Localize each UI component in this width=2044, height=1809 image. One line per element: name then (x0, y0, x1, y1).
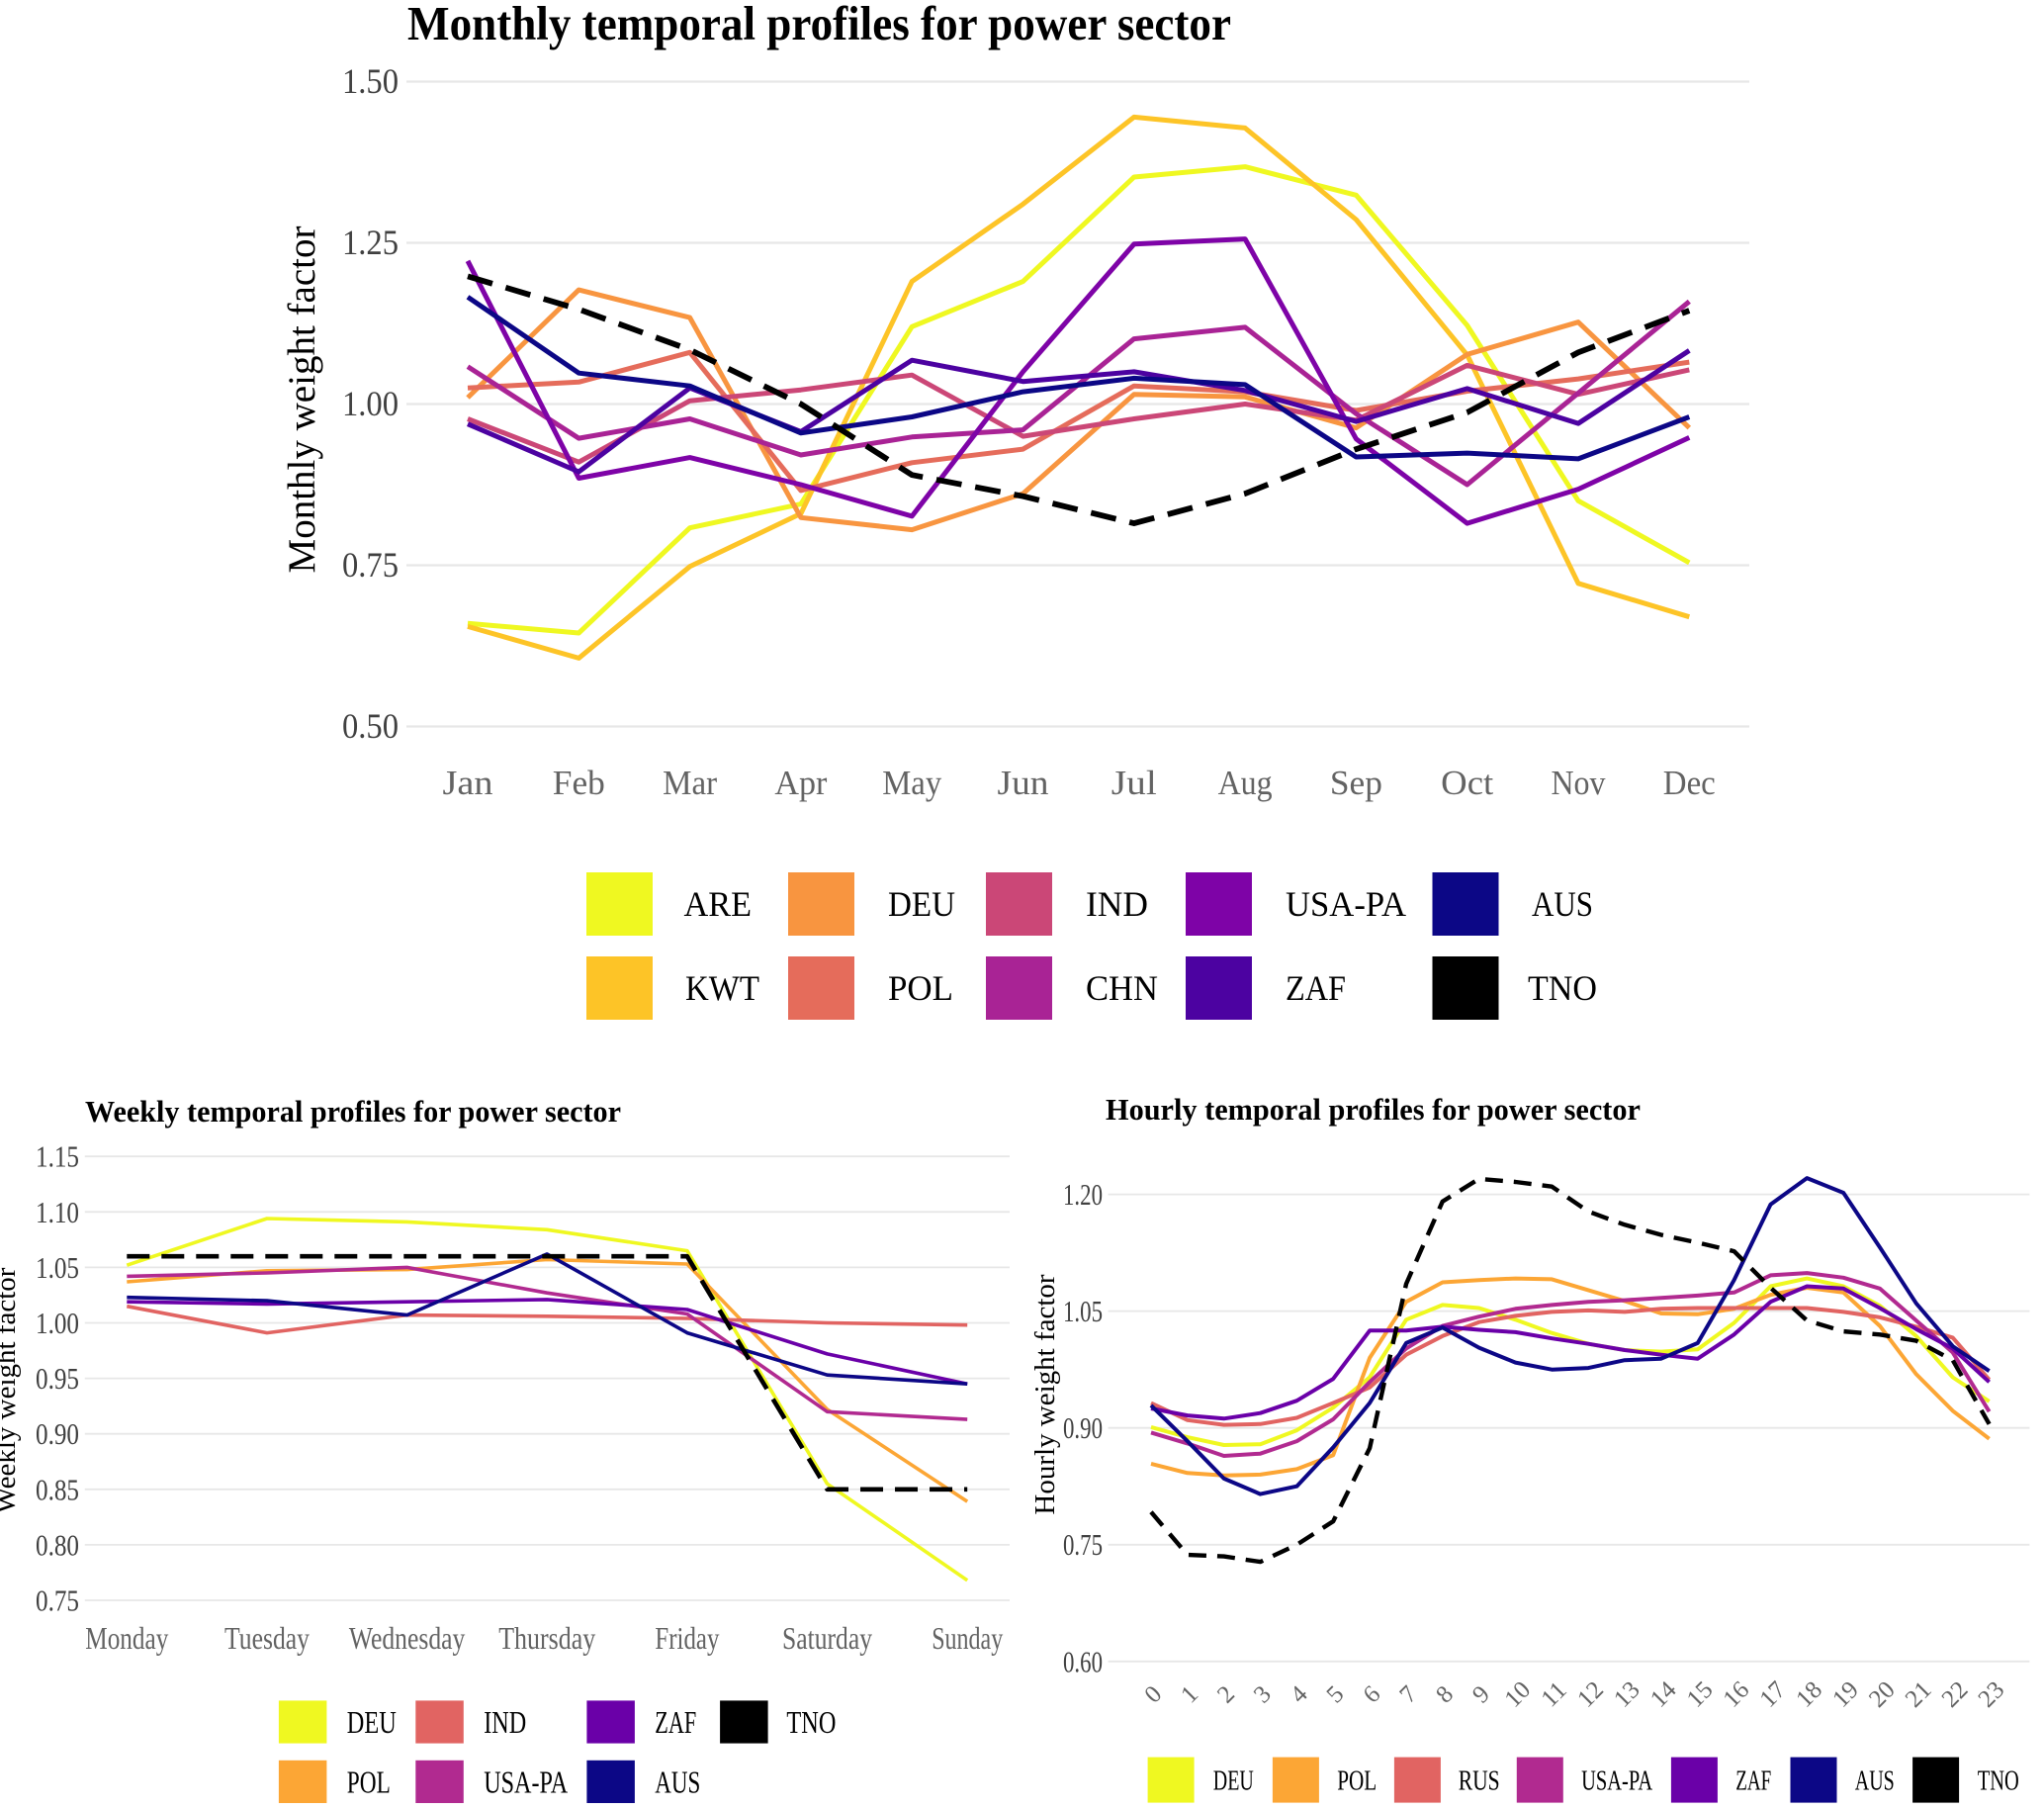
svg-text:ARE: ARE (684, 884, 753, 924)
svg-text:POL: POL (1337, 1765, 1377, 1797)
svg-text:AUS: AUS (1855, 1765, 1895, 1797)
svg-text:1.25: 1.25 (342, 223, 399, 262)
svg-text:ZAF: ZAF (1286, 968, 1346, 1008)
svg-text:Hourly temporal profiles for p: Hourly temporal profiles for power secto… (1106, 1092, 1641, 1127)
svg-text:IND: IND (484, 1704, 526, 1740)
svg-text:POL: POL (347, 1764, 391, 1799)
svg-text:0.75: 0.75 (1063, 1527, 1103, 1562)
svg-text:0.75: 0.75 (36, 1583, 79, 1618)
svg-text:0.95: 0.95 (36, 1361, 79, 1396)
svg-text:Sunday: Sunday (932, 1620, 1003, 1656)
svg-text:1.10: 1.10 (36, 1195, 79, 1229)
svg-text:Tuesday: Tuesday (224, 1620, 310, 1656)
svg-text:Hourly weight factor: Hourly weight factor (1029, 1274, 1061, 1515)
svg-text:USA-PA: USA-PA (1286, 884, 1406, 924)
svg-text:Jun: Jun (998, 764, 1049, 802)
svg-text:DEU: DEU (1213, 1765, 1254, 1797)
svg-text:Weekly weight factor: Weekly weight factor (0, 1267, 22, 1513)
svg-text:Saturday: Saturday (782, 1620, 872, 1656)
svg-text:Aug: Aug (1218, 764, 1273, 802)
svg-text:Monthly weight factor: Monthly weight factor (281, 226, 323, 574)
svg-text:1.05: 1.05 (1063, 1294, 1103, 1328)
svg-text:USA-PA: USA-PA (484, 1764, 568, 1799)
svg-text:Jul: Jul (1111, 764, 1157, 802)
svg-text:0.90: 0.90 (1063, 1410, 1103, 1445)
svg-text:1.50: 1.50 (342, 61, 399, 101)
svg-text:0.90: 0.90 (36, 1416, 79, 1451)
svg-text:Feb: Feb (553, 764, 605, 802)
svg-text:AUS: AUS (1532, 884, 1593, 924)
svg-text:TNO: TNO (1978, 1765, 2019, 1797)
svg-text:Mar: Mar (663, 764, 717, 802)
svg-text:ZAF: ZAF (1735, 1765, 1771, 1797)
svg-text:Apr: Apr (774, 764, 827, 802)
svg-text:0.80: 0.80 (36, 1527, 79, 1562)
svg-text:RUS: RUS (1459, 1765, 1500, 1797)
svg-text:Dec: Dec (1663, 764, 1716, 802)
svg-text:ZAF: ZAF (655, 1704, 696, 1740)
svg-text:0.60: 0.60 (1063, 1644, 1103, 1678)
svg-text:0.85: 0.85 (36, 1472, 79, 1506)
svg-text:1.15: 1.15 (36, 1139, 79, 1174)
svg-text:1.05: 1.05 (36, 1250, 79, 1285)
svg-text:IND: IND (1086, 884, 1148, 924)
svg-text:Monthly temporal profiles for: Monthly temporal profiles for power sect… (407, 0, 1231, 50)
svg-text:Wednesday: Wednesday (349, 1620, 466, 1656)
svg-text:Sep: Sep (1330, 764, 1382, 802)
svg-text:Thursday: Thursday (498, 1620, 595, 1656)
svg-text:1.20: 1.20 (1063, 1177, 1103, 1212)
svg-text:Oct: Oct (1441, 764, 1493, 802)
svg-text:AUS: AUS (655, 1764, 700, 1799)
svg-text:Nov: Nov (1552, 764, 1606, 802)
svg-text:Weekly temporal profiles for p: Weekly temporal profiles for power secto… (85, 1094, 621, 1129)
svg-text:DEU: DEU (347, 1704, 397, 1740)
svg-text:0.50: 0.50 (342, 706, 399, 746)
svg-text:Monday: Monday (85, 1620, 168, 1656)
svg-text:DEU: DEU (888, 884, 955, 924)
svg-text:Friday: Friday (655, 1620, 719, 1656)
svg-text:1.00: 1.00 (36, 1306, 79, 1340)
svg-text:TNO: TNO (786, 1704, 836, 1740)
svg-text:CHN: CHN (1086, 968, 1158, 1008)
svg-text:USA-PA: USA-PA (1581, 1765, 1652, 1797)
svg-text:1.00: 1.00 (342, 384, 399, 423)
svg-text:POL: POL (888, 968, 953, 1008)
svg-text:TNO: TNO (1528, 968, 1597, 1008)
svg-text:Jan: Jan (443, 764, 493, 802)
svg-text:0.75: 0.75 (342, 545, 399, 585)
svg-text:KWT: KWT (685, 968, 759, 1008)
svg-text:May: May (882, 764, 941, 802)
